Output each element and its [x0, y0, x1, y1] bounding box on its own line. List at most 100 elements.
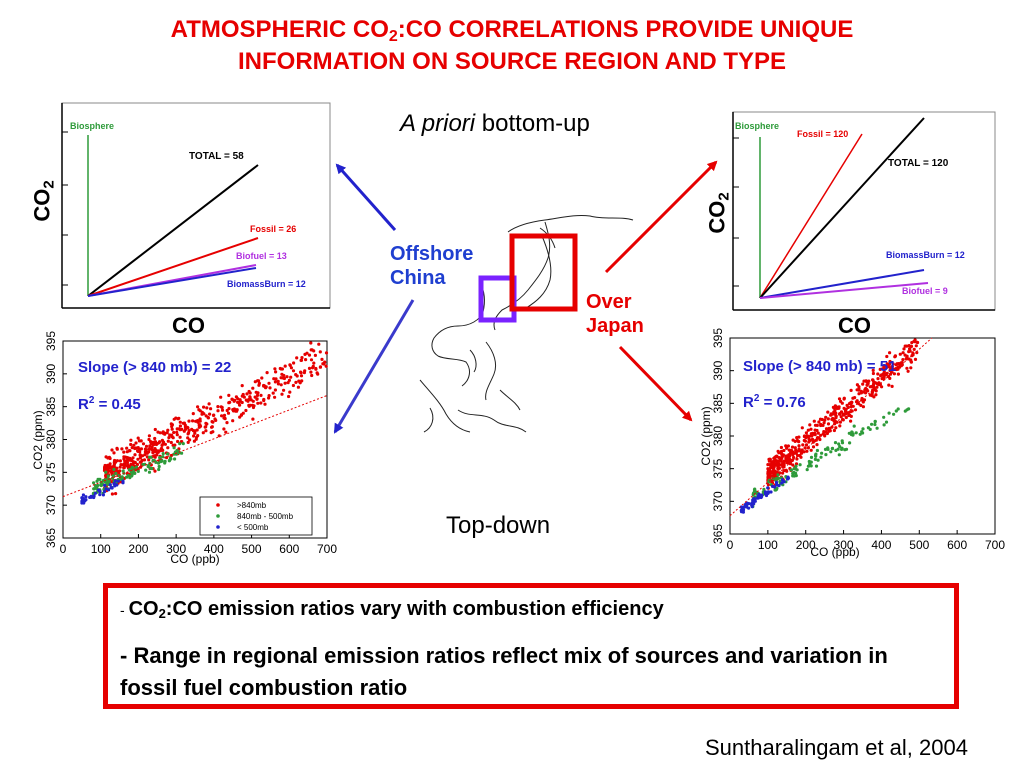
- scatter-point: [186, 426, 190, 430]
- scatter-point: [190, 427, 194, 431]
- scatter-point: [892, 412, 896, 416]
- label-biomassburn: BiomassBurn = 12: [886, 250, 965, 260]
- scatter-point: [812, 419, 816, 423]
- scatter-point: [283, 364, 287, 368]
- scatter-point: [206, 415, 210, 420]
- scatter-point: [267, 394, 271, 398]
- map-peninsula: [423, 407, 434, 433]
- scatter-point: [858, 432, 862, 436]
- legend-marker-high: [216, 503, 220, 507]
- scatter-points: [739, 338, 920, 514]
- scatter-point: [844, 415, 848, 420]
- scatter-point: [259, 393, 263, 397]
- scatter-point: [875, 426, 879, 430]
- scatter-point: [173, 443, 177, 447]
- map-coastline-korea-japan: [493, 221, 551, 331]
- line-biofuel: [759, 282, 929, 299]
- y-tick-label: 385: [44, 396, 58, 416]
- scatter-point: [797, 447, 801, 451]
- scatter-point: [820, 451, 824, 455]
- japan-line-1: Over: [586, 291, 632, 313]
- scatter-point: [753, 498, 757, 502]
- scatter-point: [805, 449, 809, 453]
- scatter-point: [309, 341, 313, 345]
- scatter-point: [161, 455, 165, 459]
- scatter-point: [110, 486, 114, 490]
- scatter-point: [225, 408, 229, 413]
- scatter-point: [777, 466, 782, 470]
- scatter-point: [769, 490, 773, 494]
- scatter-point: [171, 436, 175, 440]
- scatter-point: [872, 388, 876, 392]
- scatter-point: [188, 438, 192, 442]
- scatter-point: [770, 462, 774, 466]
- scatter-point: [767, 476, 771, 480]
- label-biomassburn: BiomassBurn = 12: [227, 279, 306, 289]
- scatter-point: [245, 392, 249, 396]
- scatter-point: [903, 409, 907, 413]
- scatter-point: [144, 444, 149, 448]
- scatter-point: [129, 438, 133, 442]
- scatter-point: [251, 417, 255, 421]
- scatter-point: [181, 442, 185, 446]
- scatter-point: [810, 433, 815, 437]
- y-tick-label: 390: [711, 360, 725, 380]
- scatter-point: [163, 459, 167, 463]
- scatter-point: [854, 431, 858, 435]
- scatter-point: [155, 453, 159, 457]
- scatter-point: [313, 353, 317, 357]
- map-coastline-north: [507, 215, 634, 233]
- scatter-point: [130, 471, 134, 475]
- scatter-point: [819, 455, 823, 459]
- scatter-point: [808, 423, 812, 427]
- label-total: TOTAL = 58: [189, 151, 244, 162]
- label-total-name: TOTAL =: [888, 158, 929, 169]
- scatter-point: [159, 460, 163, 464]
- x-tick-label: 200: [128, 542, 148, 556]
- apriori-label: A priori bottom-up: [400, 110, 590, 138]
- scatter-point: [92, 481, 96, 485]
- scatter-point: [824, 415, 828, 419]
- scatter-point: [816, 431, 820, 435]
- scatter-point: [793, 446, 797, 450]
- scatter-point: [138, 456, 142, 460]
- scatter-point: [896, 365, 900, 369]
- scatter-point: [834, 448, 838, 452]
- scatter-point: [273, 388, 277, 392]
- scatter-point: [169, 457, 173, 461]
- over-japan-label: Over Japan: [586, 290, 644, 338]
- scatter-point: [247, 403, 251, 407]
- y-tick-label: 390: [44, 364, 58, 384]
- label-biosphere: Biosphere: [70, 121, 114, 131]
- scatter-point: [165, 456, 169, 460]
- scatter-point: [848, 410, 853, 414]
- arrow-japan-to-apriori: [604, 160, 718, 274]
- map-south-china-coast: [437, 355, 470, 387]
- chart-topdown-japan: 0 100 200 300 400 500 600 700 365 370 375 380 385 39…: [699, 328, 1005, 559]
- scatter-point: [282, 388, 286, 392]
- scatter-point: [197, 425, 201, 429]
- scatter-point: [248, 395, 252, 399]
- scatter-point: [324, 364, 328, 368]
- scatter-point: [844, 447, 849, 451]
- scatter-point: [837, 442, 841, 446]
- offshore-china-box: [478, 275, 517, 323]
- scatter-point: [140, 458, 144, 462]
- x-tick-labels: 0 100 200 300 400 500 600 700: [727, 530, 1005, 552]
- scatter-point: [192, 434, 196, 438]
- scatter-point: [103, 463, 107, 468]
- scatter-point: [135, 462, 139, 467]
- scatter-point: [876, 377, 880, 381]
- scatter-point: [778, 463, 782, 467]
- scatter-point: [142, 458, 147, 462]
- scatter-point: [161, 430, 165, 434]
- scatter-point: [878, 382, 883, 386]
- scatter-point: [251, 405, 256, 410]
- scatter-point: [794, 464, 798, 468]
- scatter-point: [234, 395, 238, 399]
- x-tick-label: 0: [60, 542, 67, 556]
- scatter-point: [902, 347, 906, 351]
- label-biofuel-value: 9: [943, 286, 948, 296]
- scatter-point: [263, 402, 267, 406]
- scatter-point: [849, 432, 854, 437]
